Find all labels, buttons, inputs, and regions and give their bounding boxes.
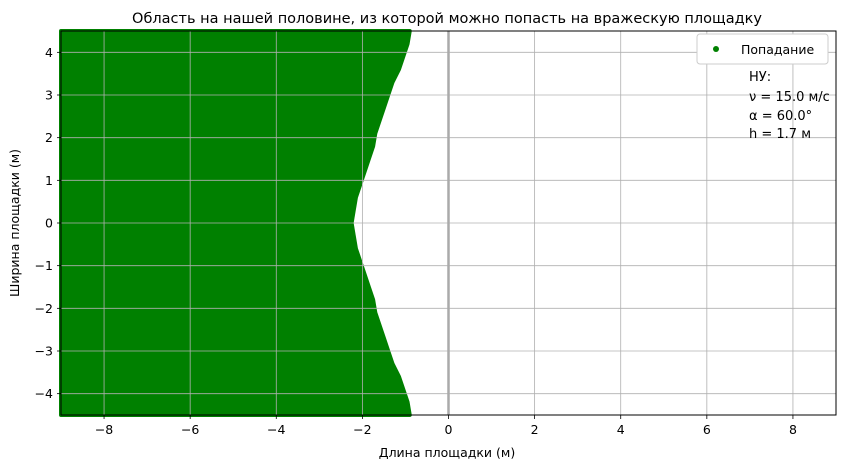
y-axis-title: Ширина площадки (м) bbox=[7, 149, 22, 297]
x-tick-label: −8 bbox=[95, 422, 113, 437]
x-tick-label: −4 bbox=[267, 422, 285, 437]
legend: Попадание bbox=[696, 33, 829, 65]
x-tick-label: 0 bbox=[445, 422, 453, 437]
x-tick-label: 4 bbox=[617, 422, 625, 437]
y-axis: 4 3 2 1 0 −1 −2 −3 −4 bbox=[35, 45, 61, 401]
y-tick-label: −4 bbox=[35, 386, 53, 401]
annotation-line-1: НУ: bbox=[749, 70, 771, 85]
legend-box bbox=[696, 33, 829, 65]
y-tick-label: 0 bbox=[45, 216, 53, 231]
x-tick-label: 2 bbox=[531, 422, 539, 437]
x-tick-label: −6 bbox=[181, 422, 199, 437]
annotation-line-4: h = 1.7 м bbox=[749, 127, 811, 142]
annotation-line-2: ν = 15.0 м/с bbox=[749, 90, 830, 105]
x-tick-label: 6 bbox=[703, 422, 711, 437]
y-tick-label: 2 bbox=[45, 130, 53, 145]
x-axis: −8 −6 −4 −2 0 2 4 6 8 bbox=[95, 415, 797, 437]
x-tick-label: 8 bbox=[789, 422, 797, 437]
y-tick-label: 3 bbox=[45, 88, 53, 103]
initial-conditions-annotation: НУ: ν = 15.0 м/с α = 60.0° h = 1.7 м bbox=[749, 70, 830, 142]
y-tick-label: −2 bbox=[35, 301, 53, 316]
legend-marker bbox=[713, 46, 719, 52]
x-axis-title: Длина площадки (м) bbox=[379, 445, 515, 460]
x-tick-label: −2 bbox=[353, 422, 371, 437]
legend-label: Попадание bbox=[741, 42, 814, 57]
y-tick-label: 4 bbox=[45, 45, 53, 60]
plot-area bbox=[59, 29, 837, 417]
chart-title: Область на нашей половине, из которой мо… bbox=[132, 11, 762, 27]
y-tick-label: −3 bbox=[35, 344, 53, 359]
y-tick-label: 1 bbox=[45, 173, 53, 188]
annotation-line-3: α = 60.0° bbox=[749, 109, 812, 124]
y-tick-label: −1 bbox=[35, 258, 53, 273]
